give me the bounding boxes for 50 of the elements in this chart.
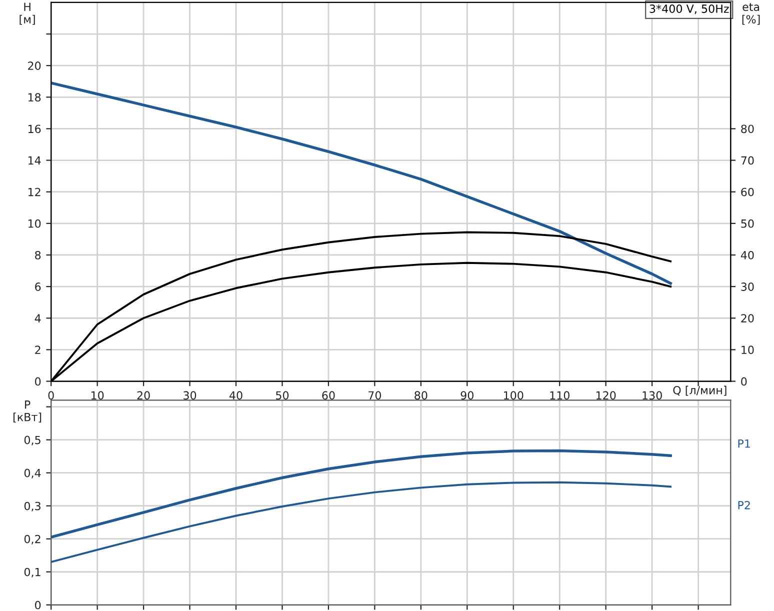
x-axis-title: Q [л/мин] <box>673 386 726 396</box>
y-tick-label: 6 <box>35 282 41 291</box>
x-tick-label: 50 <box>276 391 289 400</box>
y-tick-label: 8 <box>35 250 41 260</box>
y-tick-label: 0 <box>35 600 41 610</box>
x-tick-label: 110 <box>550 391 570 400</box>
y-tick-label: 0,5 <box>24 436 40 446</box>
x-tick-label: 30 <box>184 391 196 400</box>
y-tick-label: 10 <box>28 219 41 228</box>
y-tick-label: 2 <box>35 346 40 354</box>
y-tick-label: 0,1 <box>24 568 40 578</box>
y2-axis-title: eta [%] <box>742 3 760 25</box>
x-tick-label: 20 <box>137 391 150 400</box>
y-tick-label: 20 <box>28 62 41 70</box>
y-tick-label: 18 <box>28 93 41 102</box>
y2-tick-label: 50 <box>741 219 754 228</box>
y2-tick-label: 30 <box>741 282 754 291</box>
line-series <box>51 82 672 285</box>
line-series <box>51 449 672 539</box>
y2-tick-label: 20 <box>741 314 754 323</box>
y-tick-label: 0,2 <box>24 534 40 544</box>
y-axis-title: P [кВт] <box>14 400 42 423</box>
y-tick-label: 0 <box>35 377 41 386</box>
y2-tick-label: 40 <box>740 250 754 260</box>
y-tick-label: 14 <box>28 156 41 165</box>
x-tick-label: 0 <box>48 391 54 400</box>
line-series <box>51 481 672 563</box>
x-tick-label: 70 <box>368 391 382 400</box>
y2-tick-label: 0 <box>741 377 747 386</box>
x-tick-label: 100 <box>504 391 524 400</box>
x-tick-label: 10 <box>91 391 104 400</box>
y-axis-title: H [м] <box>20 2 35 25</box>
y2-tick-label: 10 <box>742 346 754 354</box>
y-tick-label: 16 <box>28 124 41 134</box>
y-tick-label: 4 <box>34 314 41 322</box>
y2-tick-label: 60 <box>741 188 754 196</box>
x-tick-label: 120 <box>596 391 616 400</box>
y-tick-label: 0,4 <box>24 468 41 478</box>
y-tick-label: 0,3 <box>24 502 40 512</box>
y2-tick-label: 70 <box>741 156 754 165</box>
y-tick-label: 12 <box>28 188 40 196</box>
x-tick-label: 90 <box>460 391 474 400</box>
annotation: 3*400 V, 50Hz <box>650 4 729 14</box>
x-tick-label: 130 <box>642 391 662 400</box>
x-tick-label: 60 <box>322 391 335 400</box>
y2-tick-label: 80 <box>741 124 754 134</box>
text: P1 <box>738 440 750 448</box>
x-tick-label: 80 <box>414 391 428 400</box>
x-tick-label: 40 <box>229 391 242 400</box>
text: P2 <box>738 500 750 510</box>
